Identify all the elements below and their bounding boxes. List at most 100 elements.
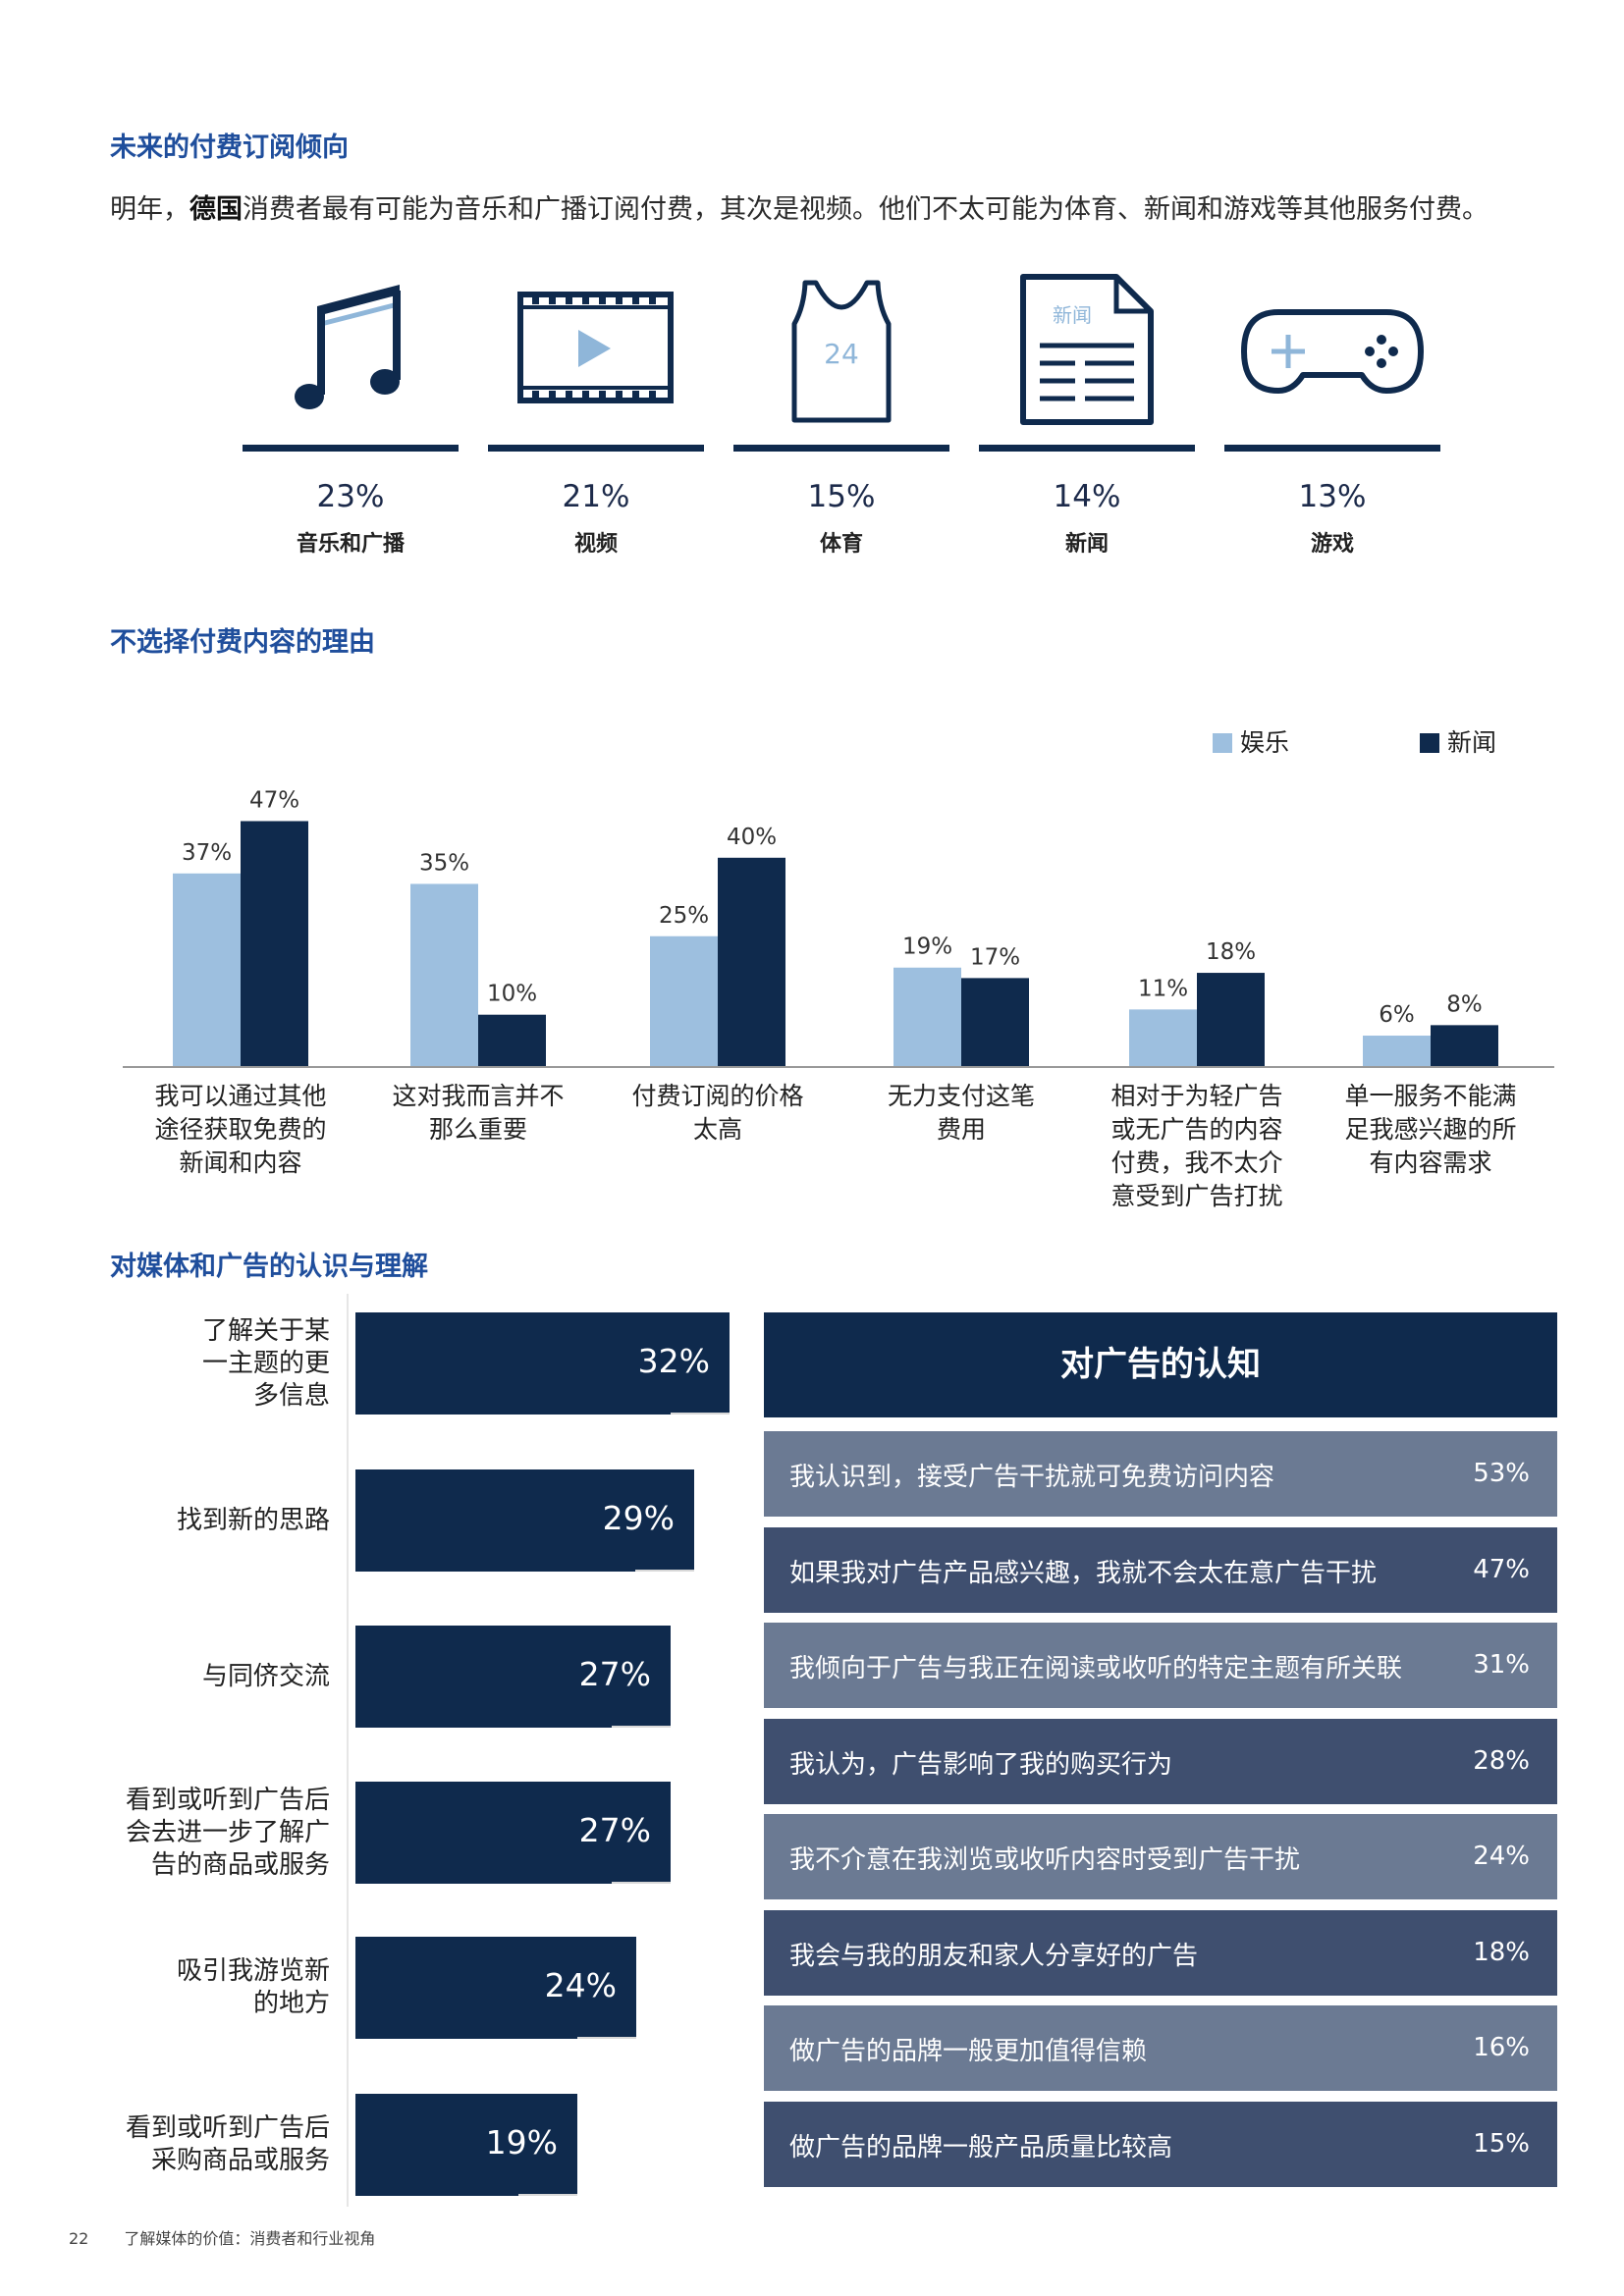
jersey-number: 24 (824, 338, 859, 370)
hbar: 27% (355, 1782, 671, 1884)
hbar: 27% (355, 1626, 671, 1728)
icon-column-games: 13% 游戏 (1224, 265, 1440, 560)
ad-row-value: 31% (1473, 1650, 1530, 1680)
music-note-icon (295, 285, 401, 409)
hbar-tick (612, 1726, 671, 1728)
ad-row-text: 我会与我的朋友和家人分享好的广告 (789, 1941, 1199, 1971)
section-title-subscription: 未来的付费订阅倾向 (110, 133, 349, 163)
bar-entertainment (650, 935, 718, 1067)
ad-row-value: 16% (1473, 2033, 1530, 2062)
hbar-value-label: 29% (602, 1499, 675, 1537)
ad-perception-row: 如果我对广告产品感兴趣，我就不会太在意广告干扰 47% (764, 1526, 1557, 1613)
hbar-category-label: 看到或听到广告后 采购商品或服务 (125, 2113, 330, 2175)
bar-value-label: 37% (182, 840, 232, 866)
hbar-tick (671, 1413, 730, 1415)
intro-text-post: 消费者最有可能为音乐和广播订阅付费，其次是视频。他们不太可能为体育、新闻和游戏等… (243, 194, 1489, 225)
ad-row-text: 我认识到，接受广告干扰就可免费访问内容 (789, 1463, 1275, 1492)
icon-label: 音乐和广播 (296, 532, 405, 557)
icon-column-sports: 24 15% 体育 (733, 265, 949, 560)
legend-item-news: 新闻 (1420, 723, 1496, 759)
hbar: 24% (355, 1937, 636, 2039)
bar-news (241, 821, 308, 1067)
ad-row-text: 做广告的品牌一般更加值得信赖 (789, 2037, 1148, 2066)
ad-perception-row: 我会与我的朋友和家人分享好的广告 18% (764, 1909, 1557, 1996)
ad-row-value: 15% (1473, 2128, 1530, 2159)
hbar-tick (635, 1570, 694, 1572)
newspaper-icon: 新闻 (1020, 274, 1154, 425)
bar-value-label: 18% (1206, 939, 1256, 965)
bar-news (1431, 1025, 1498, 1067)
x-category-label: 单一服务不能满 足我感兴趣的所 有内容需求 (1344, 1082, 1517, 1177)
ad-row-value: 53% (1473, 1459, 1530, 1488)
page-footer: 22 了解媒体的价值：消费者和行业视角 (69, 2225, 410, 2249)
ad-perception-row: 我认识到，接受广告干扰就可免费访问内容 53% (764, 1431, 1557, 1517)
ad-row-text: 做广告的品牌一般产品质量比较高 (789, 2132, 1173, 2163)
intro-text-pre: 明年， (110, 194, 189, 225)
ad-row-text: 我认为，广告影响了我的购买行为 (789, 1749, 1173, 1780)
ad-perception-row: 做广告的品牌一般产品质量比较高 15% (764, 2101, 1557, 2187)
bar-value-label: 11% (1138, 976, 1188, 1001)
hbar-value-label: 27% (578, 1811, 651, 1849)
x-category-label: 无力支付这笔 费用 (887, 1082, 1035, 1144)
legend-label: 新闻 (1447, 728, 1497, 757)
ad-row-value: 28% (1473, 1745, 1530, 1776)
bar-news (1197, 973, 1265, 1067)
icon-label: 游戏 (1310, 532, 1354, 557)
hbar-tick (577, 2037, 636, 2039)
hbar-axis (347, 1294, 349, 2207)
bar-value-label: 8% (1446, 991, 1483, 1017)
icon-label: 体育 (819, 532, 863, 557)
hbar-category-label: 吸引我游览新 的地方 (176, 1956, 330, 2018)
icon-label: 视频 (573, 532, 618, 557)
bar-entertainment (893, 967, 961, 1067)
bar-value-label: 35% (419, 850, 469, 876)
newspaper-label: 新闻 (1053, 303, 1092, 327)
icon-column-video: 21% 视频 (488, 265, 704, 560)
game-controller-icon (1241, 309, 1424, 394)
x-category-label: 我可以通过其他 途径获取免费的 新闻和内容 (154, 1082, 327, 1177)
bar-value-label: 6% (1379, 1002, 1415, 1028)
section-title-media: 对媒体和广告的认识与理解 (110, 1252, 428, 1282)
hbar-tick (518, 2194, 577, 2196)
icon-value: 21% (562, 479, 630, 514)
bar-entertainment (1129, 1009, 1197, 1067)
icon-column-music: 23% 音乐和广播 (243, 265, 459, 560)
hbar-value-label: 32% (637, 1342, 710, 1380)
icon-column-news: 新闻 14% 新闻 (979, 265, 1195, 560)
ad-perception-row: 我不介意在我浏览或收听内容时受到广告干扰 24% (764, 1814, 1557, 1899)
hbar-category-label: 找到新的思路 (176, 1505, 330, 1535)
icon-value: 13% (1298, 479, 1367, 514)
hbar-category-label: 看到或听到广告后 会去进一步了解广 告的商品或服务 (125, 1785, 330, 1880)
page-number: 22 (69, 2229, 89, 2248)
x-category-label: 相对于为轻广告 或无广告的内容 付费，我不太介 意受到广告打扰 (1110, 1082, 1283, 1210)
bar-value-label: 47% (249, 787, 299, 813)
icon-underline (979, 445, 1195, 452)
ad-perception-header: 对广告的认知 (764, 1312, 1557, 1417)
reasons-bar-chart: 37% 47% 35% 10% 25% 40% 19% 17% 11% 18% 6% 8% (123, 787, 1554, 1068)
icon-underline (733, 445, 949, 452)
legend-swatch-light (1213, 733, 1232, 753)
bar-news (961, 978, 1029, 1067)
hbar: 29% (355, 1469, 694, 1572)
ad-row-text: 如果我对广告产品感兴趣，我就不会太在意广告干扰 (789, 1558, 1378, 1588)
icon-value: 23% (316, 479, 385, 514)
video-film-icon (517, 292, 674, 403)
ad-row-text: 我不介意在我浏览或收听内容时受到广告干扰 (789, 1845, 1301, 1875)
bar-entertainment (173, 873, 241, 1067)
hbar-value-label: 24% (544, 1966, 617, 2004)
x-category-label: 这对我而言并不 那么重要 (392, 1082, 565, 1144)
section-title-reasons: 不选择付费内容的理由 (110, 627, 375, 658)
icon-underline (243, 445, 459, 452)
ad-perception-row: 我倾向于广告与我正在阅读或收听的特定主题有所关联 31% (764, 1623, 1557, 1708)
legend-label: 娱乐 (1240, 728, 1290, 757)
bar-value-label: 40% (727, 825, 777, 850)
legend-item-entertainment: 娱乐 (1213, 723, 1289, 759)
bar-value-label: 25% (659, 903, 709, 929)
hbar-value-label: 27% (578, 1655, 651, 1693)
ad-row-value: 24% (1473, 1842, 1530, 1871)
hbar-category-label: 与同侪交流 (201, 1661, 330, 1691)
hbar: 19% (355, 2094, 577, 2196)
bar-news (478, 1014, 546, 1067)
icon-label: 新闻 (1064, 532, 1109, 557)
bar-value-label: 19% (902, 934, 952, 960)
